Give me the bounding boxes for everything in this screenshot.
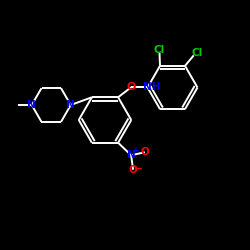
Text: O: O (129, 165, 138, 175)
Text: N: N (66, 100, 75, 110)
Text: O: O (140, 147, 149, 157)
Text: −: − (134, 164, 143, 174)
Text: N: N (127, 150, 136, 160)
Text: Cl: Cl (154, 45, 165, 55)
Text: +: + (132, 146, 140, 155)
Text: O: O (126, 82, 136, 92)
Text: N: N (27, 100, 36, 110)
Text: Cl: Cl (191, 48, 202, 58)
Text: NH: NH (143, 82, 160, 92)
